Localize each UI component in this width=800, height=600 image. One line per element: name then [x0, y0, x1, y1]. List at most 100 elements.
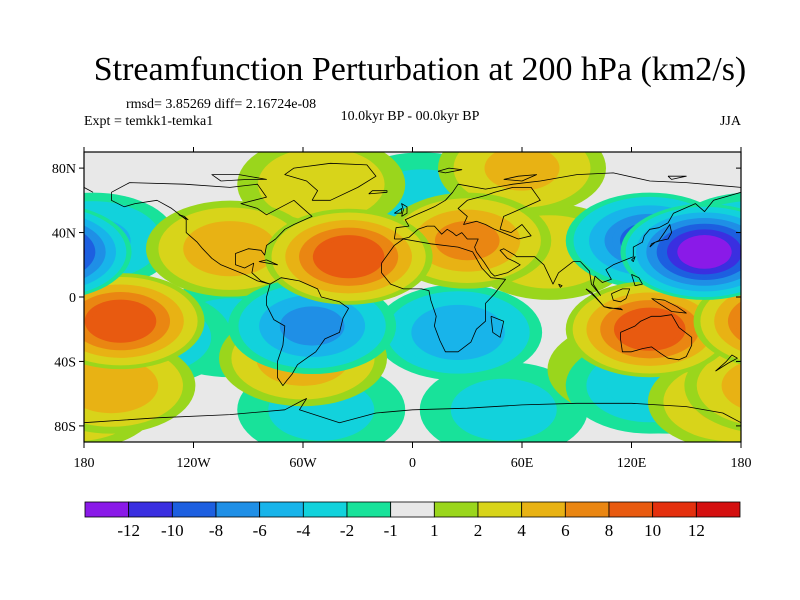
- colorbar-swatch: [564, 501, 610, 518]
- anomaly-cell: [374, 284, 543, 381]
- coastline-segment: [667, 175, 687, 180]
- lon-tick-label: 60W: [289, 456, 317, 471]
- colorbar-label: -4: [296, 521, 311, 540]
- contour-fill: [450, 378, 557, 441]
- contour-fill: [279, 306, 345, 346]
- colorbar-swatch: [477, 501, 523, 518]
- colorbar-label: 1: [430, 521, 439, 540]
- colorbar-swatch: [608, 501, 654, 518]
- contour-fill: [423, 311, 493, 354]
- coastline-segment: [631, 274, 643, 287]
- colorbar-label: -2: [340, 521, 354, 540]
- anomaly-cell: [264, 208, 433, 305]
- coastline-segment: [284, 162, 377, 201]
- lon-tick-label: 180: [74, 456, 95, 471]
- contour-fill: [84, 238, 91, 265]
- coastline-segment: [84, 398, 741, 424]
- contour-fill: [84, 361, 95, 410]
- colorbar-label: -8: [209, 521, 223, 540]
- colorbar-swatch: [695, 501, 741, 518]
- colorbar-label: -1: [384, 521, 398, 540]
- contour-fill: [319, 238, 378, 275]
- coastline-segment: [649, 224, 672, 248]
- lon-tick-label: 0: [409, 456, 416, 471]
- anomaly-cell: [84, 203, 741, 300]
- coastline-segment: [178, 214, 189, 221]
- coastline-segment: [211, 174, 267, 182]
- contour-fill: [434, 220, 500, 261]
- coastline-segment: [381, 238, 506, 353]
- colorbar-swatch: [215, 501, 261, 518]
- colorbar-swatch: [652, 501, 697, 518]
- coastline-segment: [401, 203, 408, 217]
- stats-text: rmsd= 3.85269 diff= 2.16724e-08: [126, 97, 316, 112]
- anomaly-cell: [84, 273, 741, 370]
- coastline-segment: [84, 187, 94, 193]
- lon-tick-label: 60E: [511, 456, 534, 471]
- colorbar-label: -6: [253, 521, 267, 540]
- coastline-segment: [393, 172, 741, 240]
- colorbar-swatch: [433, 501, 479, 518]
- coastline-segment: [437, 167, 463, 174]
- longitude-axis: 180 120W 60W 0 60E 120E 180: [74, 147, 752, 471]
- colorbar-label: -10: [161, 521, 184, 540]
- lat-tick-label: 80N: [52, 162, 76, 177]
- colorbar-swatch: [521, 501, 566, 518]
- coastline-segment: [603, 306, 623, 311]
- colorbar-label: -12: [117, 521, 140, 540]
- figure-title: Streamfunction Perturbation at 200 hPa (…: [94, 51, 747, 88]
- colorbar-label: 10: [644, 521, 661, 540]
- lon-tick-label: 120W: [176, 456, 211, 471]
- lat-tick-label: 80S: [54, 420, 76, 435]
- contour-fill: [91, 303, 150, 339]
- colorbar-swatch: [302, 501, 348, 518]
- lat-tick-label: 40S: [54, 355, 76, 370]
- contour-fill: [721, 363, 741, 408]
- coastline-segment: [631, 256, 636, 262]
- coastline-segment: [368, 190, 388, 195]
- colorbar-label: 8: [605, 521, 614, 540]
- coastline-segment: [111, 182, 313, 285]
- colorbar-swatch: [390, 501, 435, 518]
- colorbar-label: 4: [517, 521, 526, 540]
- latitude-axis: 80N 40N 0 40S 80S: [52, 162, 741, 435]
- anomaly-cell: [228, 278, 397, 374]
- coastline-segment: [620, 314, 693, 361]
- colorbar-swatch: [259, 501, 304, 518]
- colorbar-swatch: [128, 501, 173, 518]
- contour-fill: [677, 235, 732, 269]
- contour-fill: [734, 308, 741, 335]
- colorbar-swatch: [346, 501, 392, 518]
- anomaly-field: [84, 152, 741, 442]
- period-text: 10.0kyr BP - 00.0kyr BP: [341, 109, 480, 124]
- coastline-segment: [490, 315, 505, 338]
- coastline-segment: [266, 277, 349, 386]
- colorbar-swatch: [171, 501, 217, 518]
- lat-tick-label: 40N: [52, 227, 76, 242]
- coastline-segment: [394, 208, 402, 214]
- contour-fill: [733, 373, 741, 399]
- coastline-segment: [394, 191, 741, 296]
- colorbar-label: 6: [561, 521, 570, 540]
- lon-tick-label: 120E: [617, 456, 647, 471]
- experiment-text: Expt = temkk1-temka1: [84, 114, 213, 129]
- contour-fill: [620, 311, 679, 347]
- lon-tick-label: 180: [731, 456, 752, 471]
- anomaly-cell: [419, 361, 588, 442]
- coastline-segment: [715, 354, 738, 372]
- coastline-segment: [651, 298, 687, 314]
- colorbar-label: 12: [688, 521, 705, 540]
- coastline-segment: [457, 187, 541, 240]
- contour-fill: [84, 364, 146, 407]
- coastline-segment: [503, 174, 537, 182]
- contour-fill: [278, 158, 364, 210]
- season-text: JJA: [720, 114, 742, 129]
- coastline-segment: [611, 288, 631, 303]
- lat-tick-label: 0: [69, 291, 76, 306]
- coastlines: [84, 162, 741, 424]
- contour-fill: [727, 301, 741, 341]
- colorbar-swatch: [84, 501, 130, 518]
- coastline-segment: [558, 283, 563, 288]
- coastline-segment: [258, 259, 278, 266]
